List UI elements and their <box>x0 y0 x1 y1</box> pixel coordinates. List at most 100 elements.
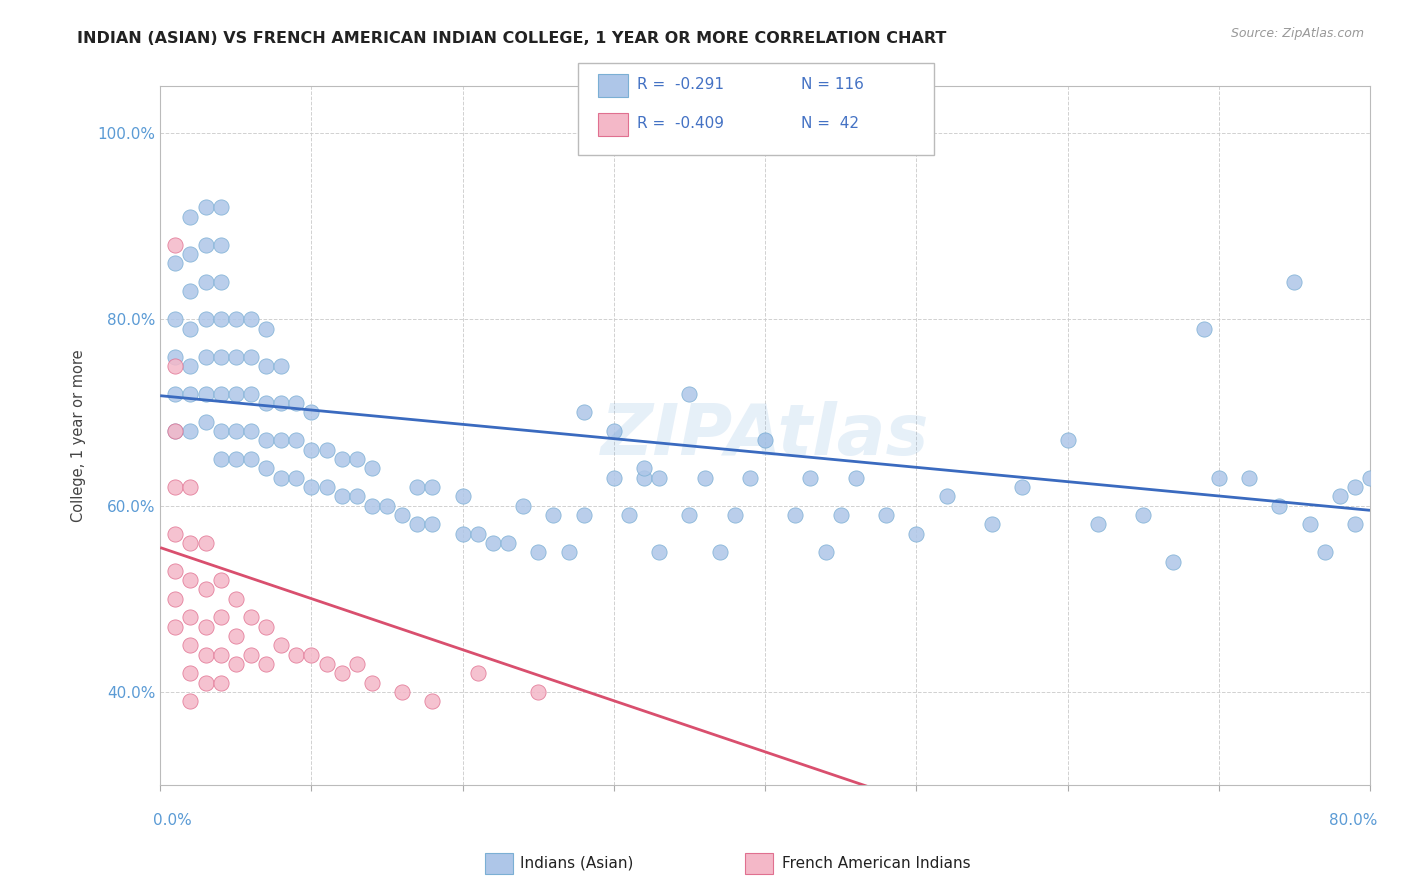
Point <box>1268 499 1291 513</box>
Point <box>648 471 671 485</box>
Point <box>527 685 550 699</box>
Point <box>239 610 262 624</box>
Y-axis label: College, 1 year or more: College, 1 year or more <box>72 350 86 522</box>
Point <box>194 312 217 326</box>
Point <box>209 424 232 438</box>
Point <box>194 675 217 690</box>
Point <box>270 434 292 448</box>
Point <box>179 639 201 653</box>
Point <box>225 629 247 643</box>
Point <box>361 499 384 513</box>
Point <box>496 536 519 550</box>
Point <box>346 657 368 671</box>
Point <box>179 210 201 224</box>
Point <box>209 648 232 662</box>
Point <box>179 610 201 624</box>
Point <box>179 387 201 401</box>
Text: N = 116: N = 116 <box>801 78 865 92</box>
Point <box>179 694 201 708</box>
Point <box>209 675 232 690</box>
Point <box>406 517 429 532</box>
Point <box>1163 555 1185 569</box>
Point <box>194 237 217 252</box>
Point <box>301 480 323 494</box>
Point <box>1237 471 1260 485</box>
Point <box>194 415 217 429</box>
Point <box>572 405 595 419</box>
Point <box>467 526 489 541</box>
Point <box>391 685 413 699</box>
Point <box>179 321 201 335</box>
Point <box>330 666 353 681</box>
Point <box>1344 480 1367 494</box>
Point <box>814 545 837 559</box>
Point <box>165 387 187 401</box>
Point <box>270 471 292 485</box>
Point <box>179 424 201 438</box>
Point <box>391 508 413 522</box>
Point <box>633 461 655 475</box>
Point <box>225 312 247 326</box>
Point <box>254 359 277 373</box>
Text: R =  -0.291: R = -0.291 <box>637 78 724 92</box>
Point <box>330 489 353 503</box>
Point <box>165 564 187 578</box>
Point <box>467 666 489 681</box>
Point <box>315 657 337 671</box>
Point <box>165 237 187 252</box>
Point <box>315 480 337 494</box>
Point <box>1132 508 1154 522</box>
Point <box>165 591 187 606</box>
Point <box>254 434 277 448</box>
Point <box>603 424 626 438</box>
Point <box>330 452 353 467</box>
Point <box>194 275 217 289</box>
Point <box>738 471 761 485</box>
Point <box>451 489 474 503</box>
Point <box>179 285 201 299</box>
Point <box>285 648 308 662</box>
Point <box>270 639 292 653</box>
Point <box>165 424 187 438</box>
Point <box>239 312 262 326</box>
Point <box>830 508 852 522</box>
Point <box>557 545 579 559</box>
Point <box>648 545 671 559</box>
Point <box>512 499 534 513</box>
Point <box>179 666 201 681</box>
Point <box>165 480 187 494</box>
Point <box>194 620 217 634</box>
Point <box>254 396 277 410</box>
Text: Source: ZipAtlas.com: Source: ZipAtlas.com <box>1230 27 1364 40</box>
Point <box>1192 321 1215 335</box>
Point <box>225 591 247 606</box>
Point <box>225 657 247 671</box>
Point <box>179 359 201 373</box>
Point <box>1056 434 1078 448</box>
Point <box>209 350 232 364</box>
Point <box>209 201 232 215</box>
Point <box>254 461 277 475</box>
Point <box>678 387 700 401</box>
Point <box>194 350 217 364</box>
Point <box>209 275 232 289</box>
Point <box>422 517 444 532</box>
Point <box>543 508 565 522</box>
Point <box>301 405 323 419</box>
Point <box>209 610 232 624</box>
Point <box>603 471 626 485</box>
Point <box>270 359 292 373</box>
Point <box>165 350 187 364</box>
Point <box>375 499 398 513</box>
Point <box>422 694 444 708</box>
Point <box>845 471 868 485</box>
Point <box>572 508 595 522</box>
Point <box>285 471 308 485</box>
Point <box>194 536 217 550</box>
Text: 0.0%: 0.0% <box>153 813 193 828</box>
Point <box>1344 517 1367 532</box>
Point <box>254 657 277 671</box>
Point <box>194 582 217 597</box>
Point <box>179 480 201 494</box>
Point <box>209 573 232 587</box>
